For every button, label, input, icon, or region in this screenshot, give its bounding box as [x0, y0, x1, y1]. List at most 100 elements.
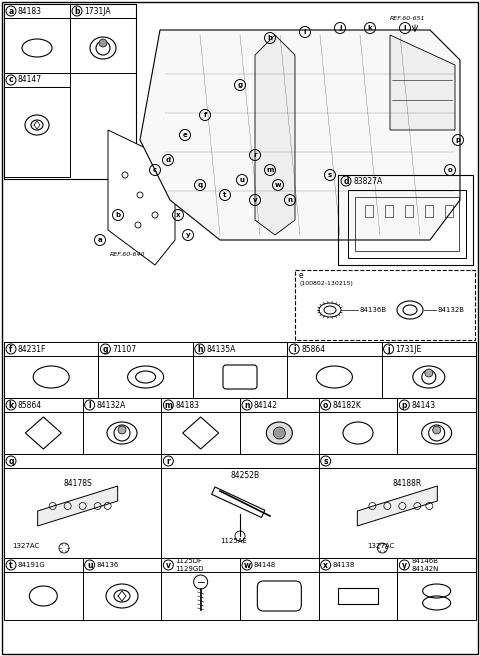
Bar [425, 205, 433, 217]
Text: 84183: 84183 [18, 7, 42, 16]
Bar [4, 4, 136, 179]
Text: l: l [404, 25, 406, 31]
Text: 84146B
84142N: 84146B 84142N [411, 558, 439, 572]
Text: 84191G: 84191G [18, 562, 46, 568]
Text: w: w [275, 182, 281, 188]
Text: c: c [153, 167, 157, 173]
Text: 1731JA: 1731JA [84, 7, 110, 16]
Bar [4, 398, 476, 412]
Bar [338, 588, 378, 604]
Bar [4, 87, 70, 177]
Text: m: m [164, 401, 172, 409]
Bar [4, 4, 70, 18]
Circle shape [118, 426, 126, 434]
Text: 84132B: 84132B [437, 307, 464, 313]
Bar [4, 342, 476, 398]
Text: 84147: 84147 [18, 75, 42, 85]
Text: 84148: 84148 [254, 562, 276, 568]
Text: 84138: 84138 [333, 562, 355, 568]
Text: 84188R: 84188R [393, 480, 422, 489]
Text: y: y [402, 560, 407, 569]
Text: q: q [197, 182, 203, 188]
Text: q: q [8, 457, 14, 466]
Circle shape [425, 369, 433, 377]
Text: 84135A: 84135A [207, 344, 236, 354]
Text: 1125DF
1129GD: 1125DF 1129GD [175, 558, 204, 572]
Text: g: g [238, 82, 242, 88]
Bar [4, 454, 476, 558]
Text: k: k [368, 25, 372, 31]
Text: 85864: 85864 [18, 401, 42, 409]
Bar [4, 18, 70, 73]
Bar [295, 270, 475, 340]
Text: p: p [456, 137, 461, 143]
Bar [4, 558, 476, 572]
Text: v: v [166, 560, 171, 569]
Bar [70, 4, 136, 18]
Polygon shape [108, 130, 175, 265]
Text: k: k [9, 401, 13, 409]
Text: (100802-130215): (100802-130215) [299, 281, 353, 287]
Text: i: i [304, 29, 306, 35]
Bar [4, 454, 476, 468]
Text: o: o [448, 167, 452, 173]
Bar [355, 197, 459, 251]
Text: a: a [98, 237, 102, 243]
Text: v: v [252, 197, 257, 203]
Bar [4, 342, 476, 356]
Text: m: m [266, 167, 274, 173]
Polygon shape [37, 486, 118, 526]
Polygon shape [255, 35, 295, 235]
Text: 84132A: 84132A [96, 401, 126, 409]
Bar [385, 205, 393, 217]
Text: f: f [9, 344, 12, 354]
Circle shape [273, 427, 285, 439]
Polygon shape [140, 30, 460, 240]
Text: y: y [186, 232, 190, 238]
Text: 84178S: 84178S [63, 480, 92, 489]
Text: g: g [103, 344, 108, 354]
Text: 84231F: 84231F [18, 344, 47, 354]
Text: o: o [323, 401, 328, 409]
Text: 1125AE: 1125AE [220, 538, 247, 544]
Text: 85864: 85864 [301, 344, 325, 354]
Text: e: e [299, 270, 304, 279]
Text: 83827A: 83827A [354, 176, 383, 186]
Text: t: t [223, 192, 227, 198]
Text: d: d [166, 157, 170, 163]
Bar [445, 205, 453, 217]
Text: u: u [87, 560, 93, 569]
Text: 1327AC: 1327AC [12, 543, 39, 549]
Text: 84182K: 84182K [333, 401, 361, 409]
Circle shape [99, 39, 107, 47]
Text: c: c [9, 75, 13, 85]
Text: i: i [293, 344, 296, 354]
Text: j: j [339, 25, 341, 31]
Text: s: s [328, 172, 332, 178]
Text: t: t [9, 560, 13, 569]
Text: u: u [240, 177, 244, 183]
Text: a: a [8, 7, 13, 16]
Text: h: h [197, 344, 203, 354]
Text: b: b [115, 212, 120, 218]
Circle shape [432, 426, 441, 434]
Text: r: r [253, 152, 257, 158]
Text: s: s [324, 457, 328, 466]
Ellipse shape [266, 422, 292, 444]
Text: f: f [204, 112, 206, 118]
Text: 84143: 84143 [411, 401, 435, 409]
Bar [4, 73, 70, 87]
Bar [212, 487, 265, 518]
Text: REF.60-640: REF.60-640 [110, 253, 145, 258]
Text: 71107: 71107 [112, 344, 136, 354]
Text: 84183: 84183 [175, 401, 199, 409]
Text: n: n [244, 401, 250, 409]
Text: p: p [402, 401, 407, 409]
Text: REF.60-651: REF.60-651 [390, 16, 425, 20]
Text: x: x [323, 560, 328, 569]
Text: r: r [167, 457, 170, 466]
Text: e: e [182, 132, 187, 138]
Bar [348, 190, 466, 258]
Text: 84252B: 84252B [230, 472, 260, 480]
Text: h: h [267, 35, 273, 41]
